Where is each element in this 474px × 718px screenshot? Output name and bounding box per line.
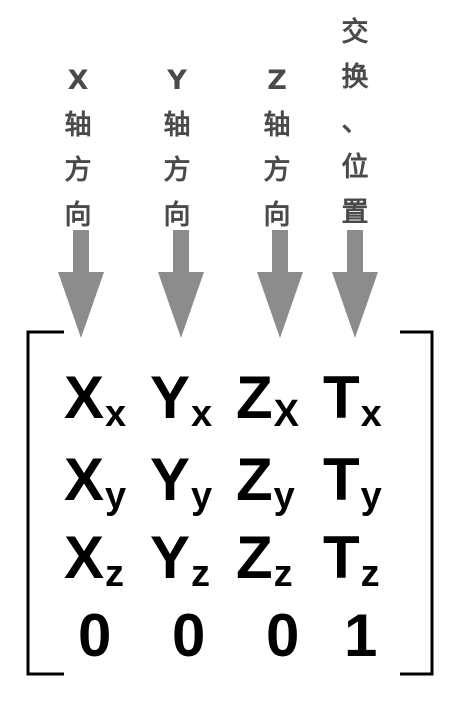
matrix-cell-r4c4: 1 (344, 602, 378, 669)
label-char: 方 (163, 155, 191, 186)
matrix-cell-yy: Yy (150, 446, 213, 517)
matrix-cell-zy: Zy (236, 446, 295, 517)
down-arrow-icon (332, 230, 378, 338)
label-char: 轴 (263, 110, 291, 141)
matrix-cell-r4c3: 0 (266, 602, 300, 669)
label-char: 轴 (163, 110, 191, 141)
matrix-cell-xy: Xy (64, 446, 127, 517)
matrix-cell-r4c1: 0 (78, 602, 112, 669)
matrix-cell-tz: Tz (323, 524, 380, 595)
x-axis-direction-label: X 轴 方 向 (48, 58, 108, 238)
matrix-cell-r4c2: 0 (172, 602, 206, 669)
down-arrow-icon (158, 230, 204, 338)
y-axis-direction-label: Y 轴 方 向 (147, 58, 207, 238)
label-char: 向 (163, 200, 191, 231)
label-char: 置 (341, 197, 369, 228)
matrix-cell-zz: Zz (236, 524, 293, 595)
label-char: 轴 (64, 110, 92, 141)
left-bracket (26, 330, 64, 676)
matrix-cell-yz: Yz (150, 524, 211, 595)
label-char: Z (267, 65, 287, 96)
label-char: X (67, 65, 89, 96)
label-char: 、 (341, 107, 369, 138)
label-char: 位 (341, 152, 369, 183)
label-char: Y (167, 65, 187, 96)
matrix-cell-zx: ZX (236, 364, 300, 435)
label-char: 换 (341, 62, 369, 93)
label-char: 交 (341, 17, 369, 48)
matrix-cell-ty: Ty (323, 446, 382, 517)
label-char: 向 (64, 200, 92, 231)
label-char: 方 (64, 155, 92, 186)
matrix-cell-yx: Yx (150, 364, 213, 435)
down-arrow-icon (58, 230, 104, 338)
matrix-cell-xx: Xx (64, 364, 127, 435)
down-arrow-icon (257, 230, 303, 338)
right-bracket (400, 330, 434, 676)
swap-position-label: 交 换 、 位 置 (325, 10, 385, 235)
matrix-cell-xz: Xz (64, 524, 125, 595)
matrix-cell-tx: Tx (323, 364, 382, 435)
z-axis-direction-label: Z 轴 方 向 (247, 58, 307, 238)
label-char: 方 (263, 155, 291, 186)
label-char: 向 (263, 200, 291, 231)
